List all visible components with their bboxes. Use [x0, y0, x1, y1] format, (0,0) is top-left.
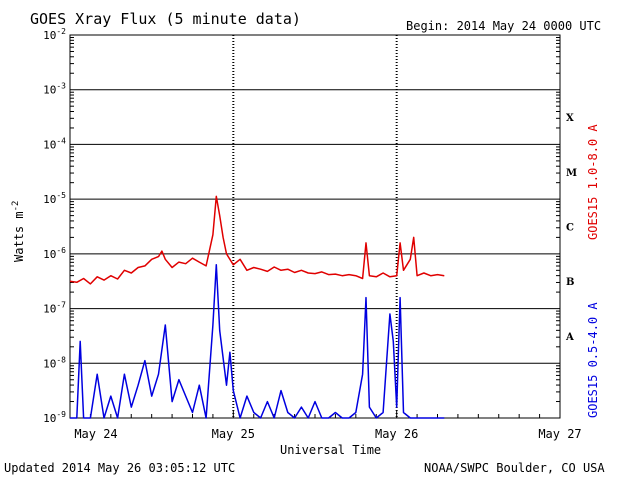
y-axis-label-text: Watts m [12, 211, 26, 262]
x-tick-label: May 26 [375, 427, 418, 441]
y-tick-label-base: 10 [43, 303, 56, 316]
y-tick-label-base: 10 [43, 84, 56, 97]
y-tick-label-exponent: -8 [56, 355, 66, 364]
y-tick-label-exponent: -9 [56, 410, 66, 419]
legend-series-long: GOES15 1.0-8.0 A [586, 124, 600, 240]
y-tick-label-exponent: -6 [56, 246, 66, 255]
flare-class-label: C [566, 223, 574, 234]
series-line-short-wavelength [70, 264, 445, 419]
credit-label: NOAA/SWPC Boulder, CO USA [424, 461, 605, 475]
y-tick-label: 10-7 [43, 301, 66, 316]
x-tick-label: May 24 [74, 427, 117, 441]
y-tick-label-exponent: -7 [56, 301, 66, 310]
grid-lines [70, 35, 560, 418]
x-tick-label: May 25 [212, 427, 255, 441]
y-tick-label-base: 10 [43, 357, 56, 370]
y-axis-label-exponent: -2 [11, 201, 21, 212]
legend-series-short: GOES15 0.5-4.0 A [586, 302, 600, 418]
y-tick-label: 10-4 [43, 136, 66, 151]
y-tick-label-base: 10 [43, 138, 56, 151]
flare-class-labels: X M C B A [565, 113, 577, 343]
y-tick-label-base: 10 [43, 193, 56, 206]
flare-class-label: A [565, 332, 574, 343]
y-tick-label: 10-8 [43, 355, 66, 370]
flare-class-label: M [566, 168, 577, 179]
y-tick-label: 10-5 [43, 191, 66, 206]
begin-time-label: Begin: 2014 May 24 0000 UTC [406, 19, 601, 33]
y-tick-label: 10-6 [43, 246, 66, 261]
y-tick-labels: 10-210-310-410-510-610-710-810-9 [43, 27, 66, 425]
y-tick-label-exponent: -2 [56, 27, 66, 36]
plot-frame [69, 34, 561, 419]
y-tick-label-base: 10 [43, 412, 56, 425]
y-tick-label-exponent: -3 [56, 82, 66, 91]
y-tick-label-exponent: -5 [56, 191, 66, 200]
chart-title: GOES Xray Flux (5 minute data) [30, 10, 301, 28]
y-tick-label: 10-3 [43, 82, 66, 97]
x-tick-marks [69, 37, 561, 418]
y-tick-label: 10-9 [43, 410, 66, 425]
flare-class-label: B [566, 277, 574, 288]
y-tick-label: 10-2 [43, 27, 66, 42]
series-line-long-wavelength [69, 195, 445, 285]
y-tick-label-base: 10 [43, 29, 56, 42]
flare-class-label: X [566, 113, 574, 124]
x-tick-label: May 27 [538, 427, 581, 441]
updated-timestamp: Updated 2014 May 26 03:05:12 UTC [4, 461, 235, 475]
series-lines [69, 195, 445, 419]
y-axis-label: Watts m-2 [11, 201, 26, 262]
y-tick-label-exponent: -4 [56, 136, 66, 145]
y-tick-label-base: 10 [43, 248, 56, 261]
x-axis-label: Universal Time [280, 443, 381, 457]
x-tick-labels: May 24 May 25 May 26 May 27 [74, 427, 581, 441]
